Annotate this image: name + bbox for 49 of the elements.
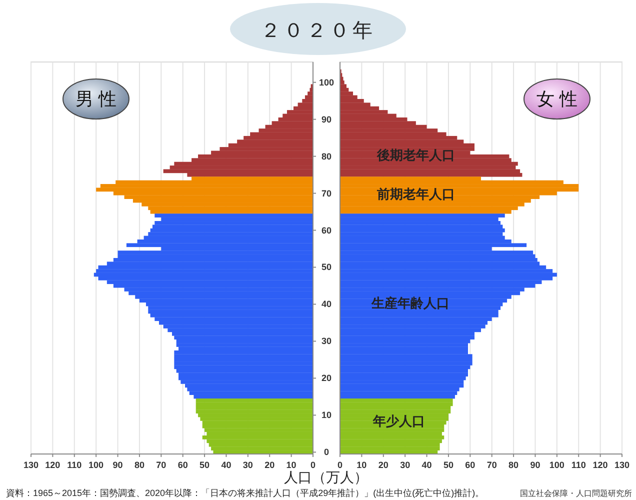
x-tick-label: 40 [422, 460, 432, 470]
x-tick-label: 20 [378, 460, 388, 470]
x-tick-label: 30 [400, 460, 410, 470]
x-tick-label: 50 [443, 460, 454, 470]
x-tick-label: 80 [134, 460, 144, 470]
text: 資料：1965～2015年：国勢調査、2020年以降：「日本の将来推計人口（平成29年推計）」(出生中位(死亡中位)推計)。 [6, 488, 484, 498]
y-tick-label: 50 [321, 262, 332, 272]
y-tick-label: 60 [321, 225, 332, 236]
x-tick-label: 80 [508, 460, 519, 470]
y-tick-label: 10 [321, 410, 332, 420]
y-tick-label: 20 [321, 373, 332, 384]
annotation: 女 性 [536, 89, 578, 109]
text: 国立社会保障・人口問題研究所 [520, 489, 632, 498]
x-tick-label: 100 [88, 460, 104, 470]
x-tick-label: 0 [337, 460, 343, 470]
x-tick-label: 20 [264, 460, 275, 470]
y-tick-label: 100 [318, 77, 334, 88]
x-tick-label: 10 [286, 460, 296, 470]
x-tick-label: 0 [310, 460, 316, 470]
x-tick-label: 70 [156, 460, 166, 470]
x-tick-label: 120 [592, 460, 608, 470]
x-tick-label: 90 [530, 460, 540, 470]
x-tick-label: 10 [356, 460, 367, 470]
y-tick-label: 30 [321, 336, 332, 346]
annotation: 年少人口 [372, 414, 426, 429]
x-tick-label: 130 [614, 460, 630, 470]
x-tick-label: 60 [465, 460, 476, 470]
annotation: 生産年齢人口 [370, 295, 450, 310]
x-tick-label: 70 [486, 460, 497, 470]
x-tick-label: 90 [112, 460, 123, 470]
x-tick-label: 110 [571, 460, 586, 470]
x-tick-label: 130 [23, 460, 39, 470]
x-tick-label: 50 [200, 460, 210, 470]
annotation: 後期老年人口 [376, 147, 456, 162]
x-tick-label: 30 [242, 460, 253, 470]
annotation: 前期老年人口 [376, 186, 456, 202]
y-tick-label: 0 [324, 447, 330, 458]
x-tick-label: 60 [178, 460, 188, 470]
y-tick-label: 40 [321, 299, 332, 310]
x-tick-label: 40 [221, 460, 232, 470]
y-tick-label: 80 [321, 151, 332, 162]
x-tick-label: 120 [45, 460, 60, 470]
y-tick-label: 70 [321, 188, 332, 198]
y-tick-label: 90 [321, 114, 332, 124]
annotation: 男 性 [75, 89, 117, 109]
chart-title: ２０２０年 [260, 20, 376, 42]
x-tick-label: 100 [549, 460, 564, 470]
x-tick-label: 110 [67, 460, 82, 470]
x-axis-title: 人口（万人） [284, 469, 368, 485]
